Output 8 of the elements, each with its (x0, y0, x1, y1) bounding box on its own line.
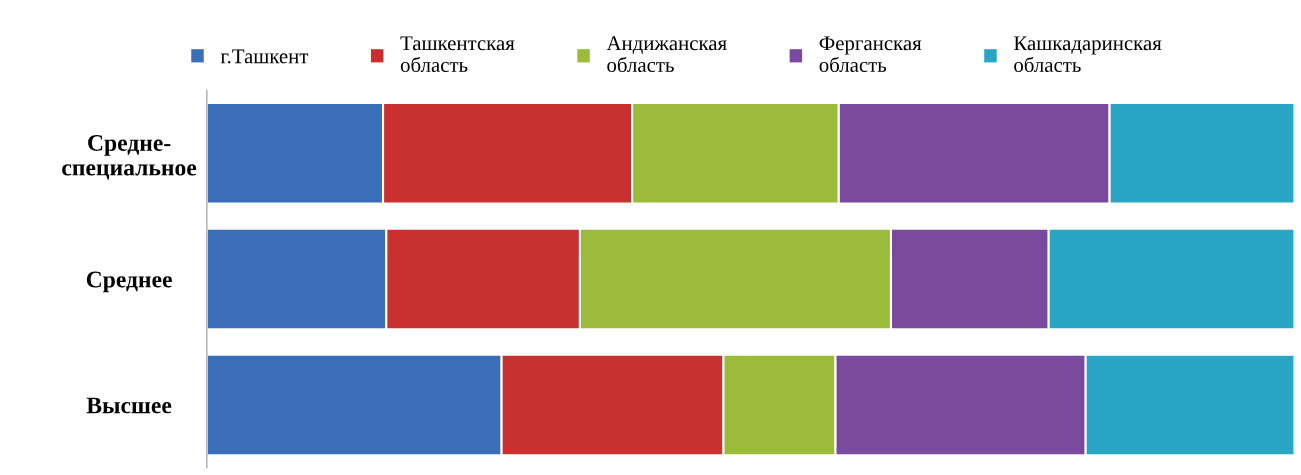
legend-label: Ферганская область (819, 36, 922, 73)
y-tick-label: Среднее (86, 271, 172, 293)
y-tick-label: Высшее (86, 397, 172, 414)
legend-label: Кашкадаринская область (1013, 36, 1162, 73)
y-tick-label: Средне- специальное (62, 135, 197, 180)
legend-label: г.Ташкент (220, 49, 309, 64)
legend-label: Андижанская область (606, 36, 727, 73)
legend-label: Ташкентская область (400, 36, 515, 73)
